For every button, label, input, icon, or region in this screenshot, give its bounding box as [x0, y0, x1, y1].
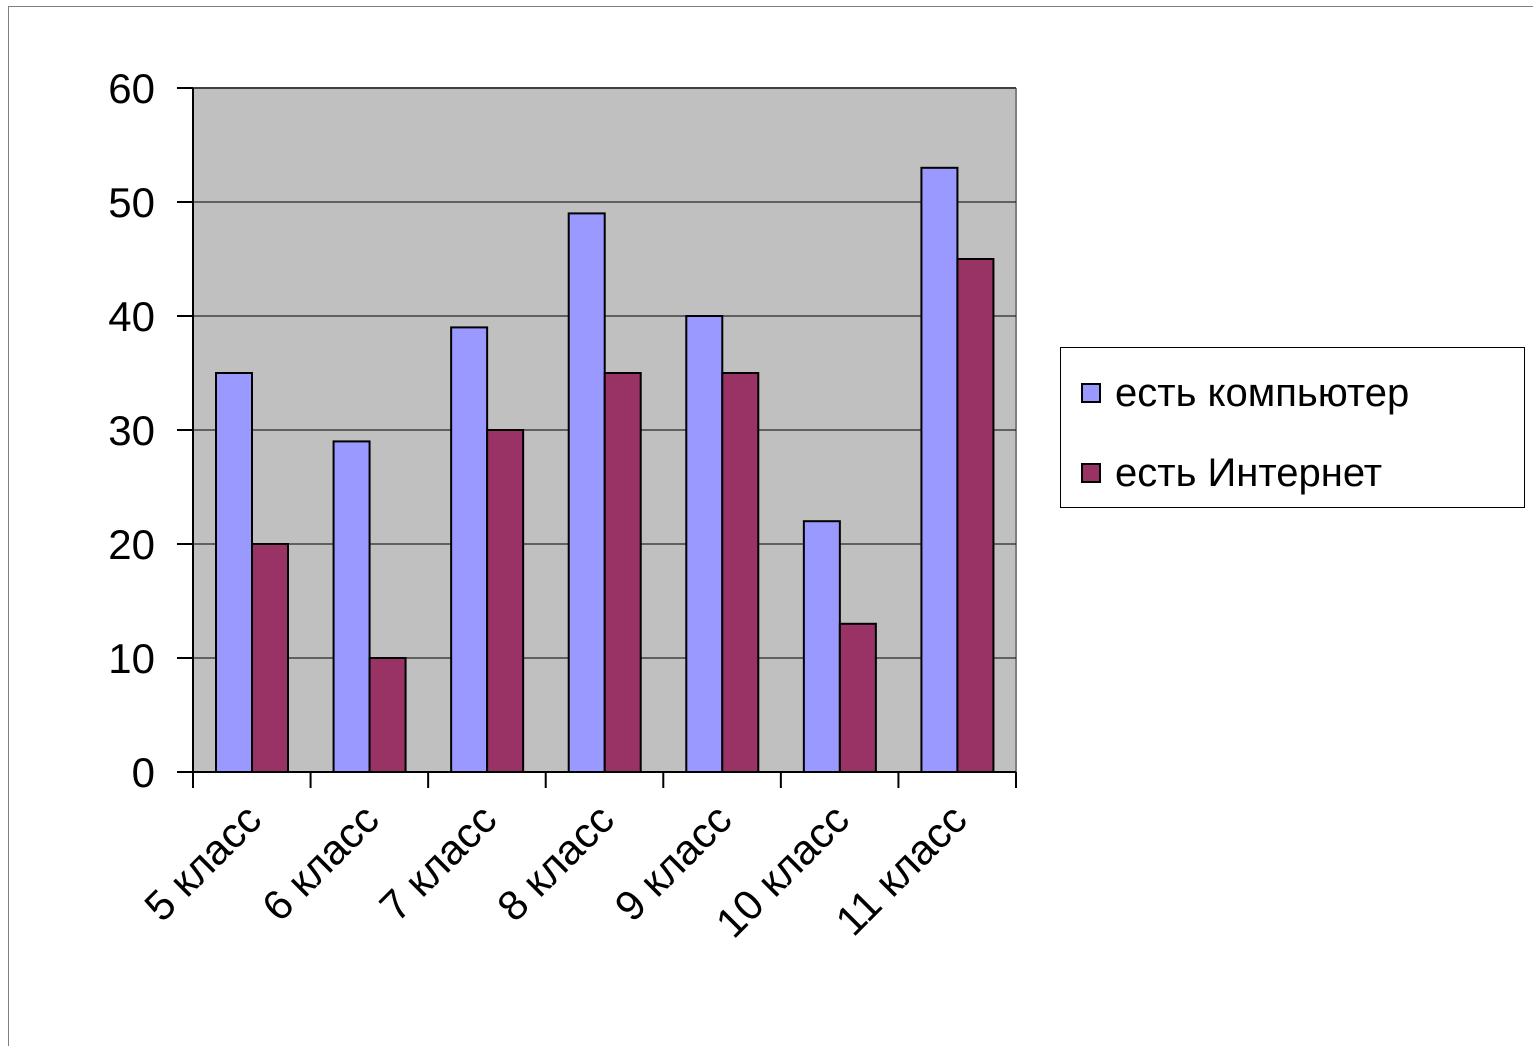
bar-computer — [332, 440, 371, 773]
legend-swatch-internet — [1081, 463, 1101, 483]
bar-computer — [685, 315, 724, 773]
bar-internet — [721, 372, 760, 773]
y-tick-label: 60 — [108, 65, 155, 112]
x-category-label: 11 класс — [826, 795, 975, 944]
y-tick-label: 30 — [108, 407, 155, 454]
bar-computer — [802, 520, 841, 774]
chart-frame — [8, 6, 1533, 1046]
bar-internet — [486, 429, 525, 773]
bar-internet — [603, 372, 642, 773]
legend-swatch-computer — [1081, 383, 1101, 403]
bar-computer — [215, 372, 253, 773]
bar-internet — [251, 543, 289, 773]
legend-item-computer: есть компьютер — [1081, 368, 1409, 418]
x-category-label: 7 класс — [370, 795, 505, 930]
legend: есть компьютер есть Интернет — [1060, 347, 1525, 508]
legend-label-computer: есть компьютер — [1115, 370, 1410, 415]
bar-internet — [368, 657, 407, 773]
x-category-label: 5 класс — [135, 795, 270, 930]
x-category-label: 8 класс — [488, 795, 623, 930]
y-tick-label: 50 — [108, 179, 155, 226]
y-tick-label: 20 — [108, 521, 155, 568]
y-tick-label: 40 — [108, 293, 155, 340]
bar-internet — [956, 258, 995, 773]
bar-computer — [567, 212, 606, 773]
legend-item-internet: есть Интернет — [1081, 448, 1382, 498]
x-category-label: 6 класс — [253, 795, 388, 930]
y-tick-label: 10 — [108, 635, 155, 682]
bar-internet — [838, 622, 877, 773]
bar-computer — [920, 166, 959, 774]
bar-computer — [450, 326, 489, 773]
y-tick-label: 0 — [132, 749, 155, 796]
legend-label-internet: есть Интернет — [1115, 450, 1383, 495]
